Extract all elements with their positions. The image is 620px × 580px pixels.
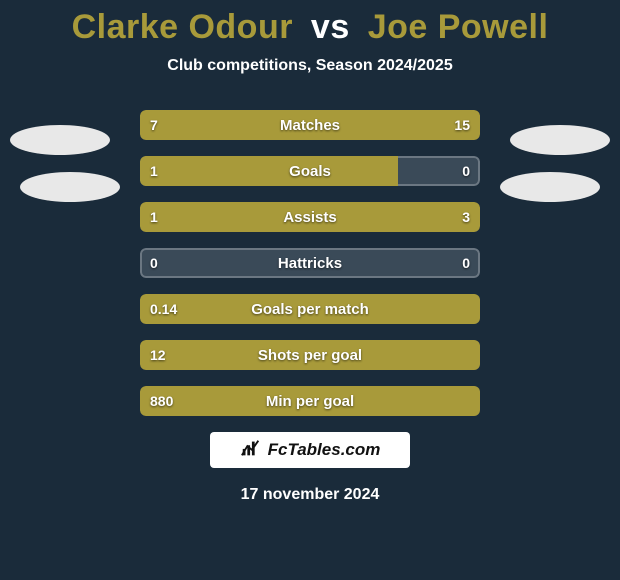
stat-label: Min per goal [140, 386, 480, 416]
bars-container: 715Matches 10Goals 13Assists 00Hattricks 0.1… [140, 110, 480, 416]
bar-chart-icon [240, 437, 262, 464]
stat-row: 10Goals [140, 156, 480, 186]
stat-label: Assists [140, 202, 480, 232]
page-title: Clarke Odour vs Joe Powell [0, 0, 620, 47]
player1-badge-2 [20, 172, 120, 202]
stat-row: 0.14Goals per match [140, 294, 480, 324]
stat-row: 13Assists [140, 202, 480, 232]
comparison-chart: 715Matches 10Goals 13Assists 00Hattricks 0.1… [0, 110, 620, 504]
player1-badge-1 [10, 125, 110, 155]
stat-label: Goals per match [140, 294, 480, 324]
brand-box: FcTables.com [210, 432, 410, 468]
stat-row: 715Matches [140, 110, 480, 140]
vs-label: vs [311, 8, 350, 46]
footer-date: 17 november 2024 [0, 486, 620, 504]
stat-row: 880Min per goal [140, 386, 480, 416]
player2-name: Joe Powell [368, 8, 549, 46]
player1-name: Clarke Odour [72, 8, 293, 46]
stat-row: 00Hattricks [140, 248, 480, 278]
player2-badge-1 [510, 125, 610, 155]
stat-label: Shots per goal [140, 340, 480, 370]
player2-badge-2 [500, 172, 600, 202]
brand-text: FcTables.com [268, 440, 381, 460]
stat-row: 12Shots per goal [140, 340, 480, 370]
stat-label: Hattricks [140, 248, 480, 278]
stat-label: Goals [140, 156, 480, 186]
subtitle: Club competitions, Season 2024/2025 [0, 57, 620, 75]
stat-label: Matches [140, 110, 480, 140]
